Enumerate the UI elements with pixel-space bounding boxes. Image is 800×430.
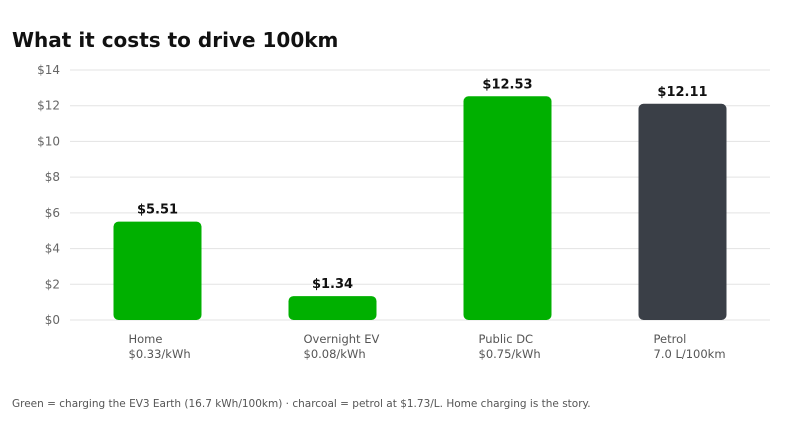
bar-value-label: $12.11: [657, 85, 707, 100]
bar-petrol: [638, 103, 727, 320]
bar-value-label: $5.51: [137, 203, 178, 218]
bar-home: [113, 221, 202, 320]
x-category-label: Public DC: [479, 332, 534, 346]
y-tick-label: $2: [45, 277, 60, 291]
chart-footnote: Green = charging the EV3 Earth (16.7 kWh…: [12, 398, 591, 410]
y-tick-label: $6: [45, 206, 60, 220]
bar-value-label: $1.34: [312, 277, 353, 292]
y-tick-label: $8: [45, 170, 60, 184]
bar-value-label: $12.53: [482, 77, 532, 92]
y-tick-label: $4: [45, 242, 60, 256]
x-category-label: Home: [129, 332, 163, 346]
y-tick-label: $14: [37, 63, 60, 77]
y-tick-label: $0: [45, 313, 60, 327]
y-tick-label: $10: [37, 134, 60, 148]
x-category-sublabel: $0.08/kWh: [304, 347, 366, 361]
x-category-sublabel: 7.0 L/100km: [654, 347, 726, 361]
x-category-sublabel: $0.75/kWh: [479, 347, 541, 361]
chart-title: What it costs to drive 100km: [12, 28, 339, 52]
bar-chart: $0 $2 $4 $6 $8 $10 $12 $14 $5.51 Home$0.33/kWh $1.…: [37, 63, 770, 361]
x-category-label: Overnight EV: [304, 332, 380, 346]
y-tick-label: $12: [37, 99, 60, 113]
bar-public-dc: [463, 96, 552, 320]
bar-overnight-ev: [288, 296, 377, 320]
x-category-label: Petrol: [654, 332, 687, 346]
x-category-sublabel: $0.33/kWh: [129, 347, 191, 361]
